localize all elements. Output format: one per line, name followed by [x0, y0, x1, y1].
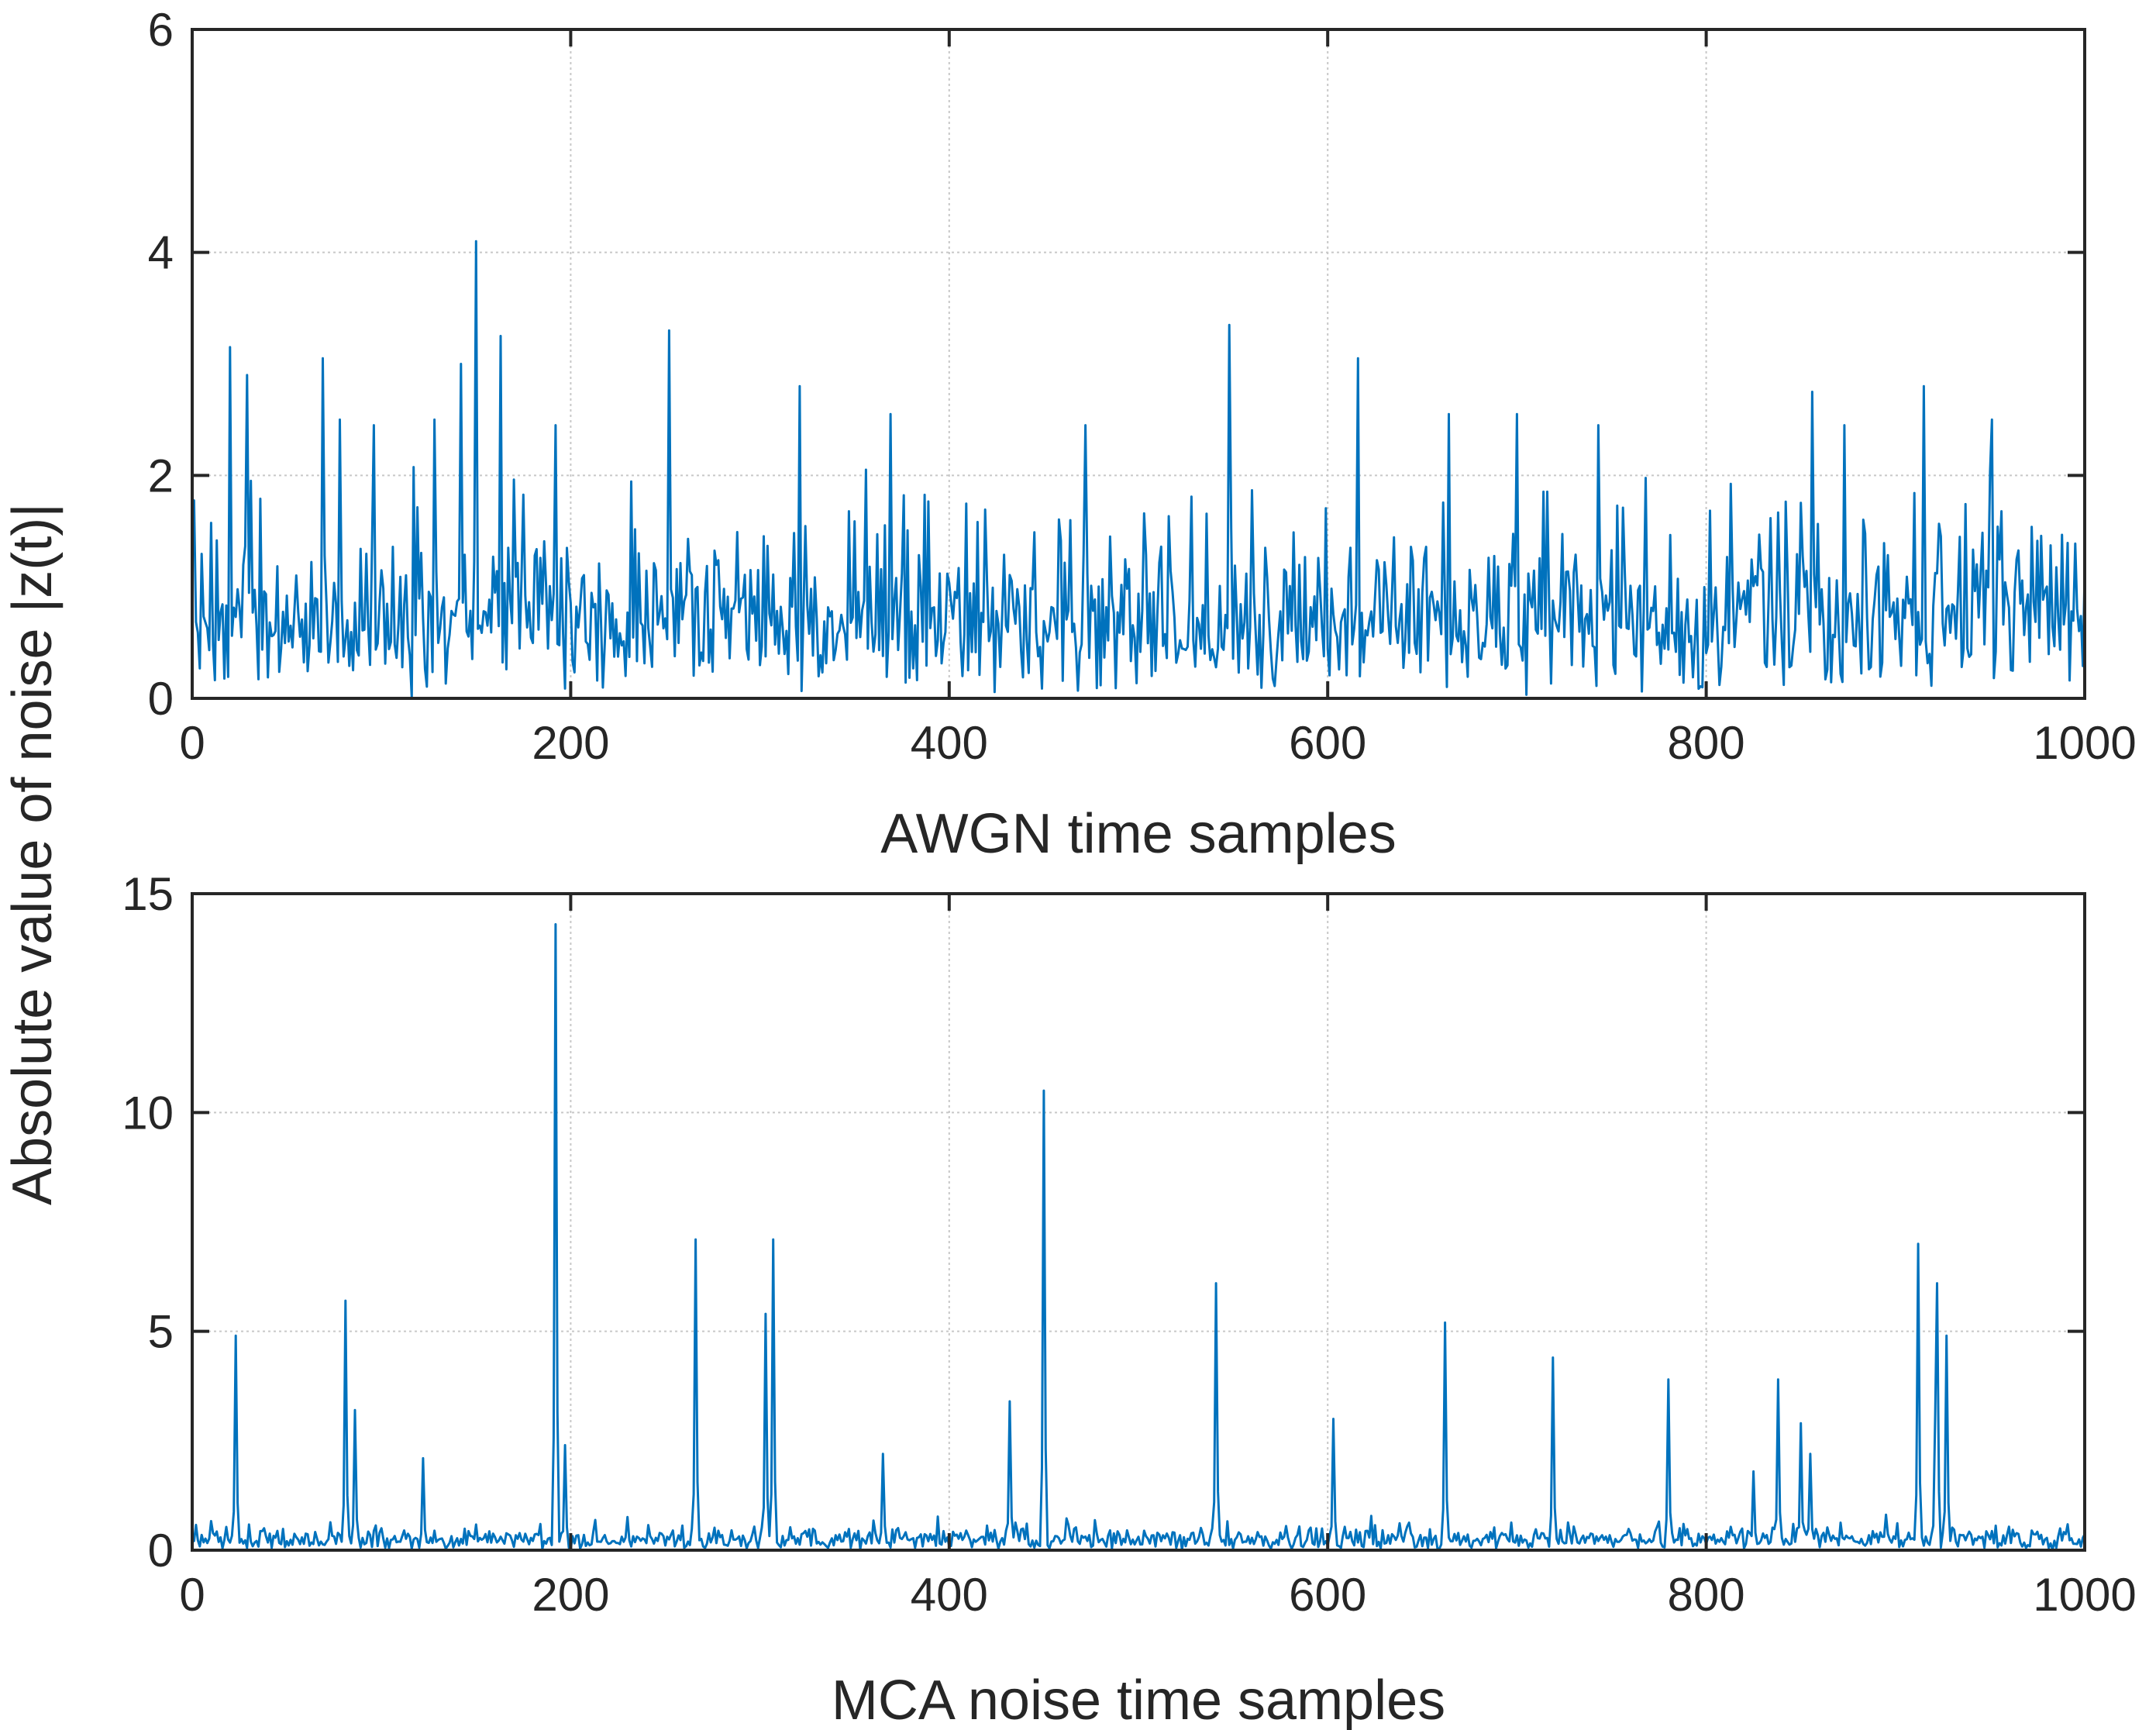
awgn-y-tick-labels: 0 2 4 6	[148, 4, 174, 725]
mca-y-tick-label-2: 10	[122, 1087, 174, 1139]
mca-axes-box	[191, 892, 2086, 1552]
awgn-chart: 0 200 400 600 800 1000 0 2 4 6 AWGN time samples	[148, 4, 2137, 865]
awgn-x-tick-labels: 0 200 400 600 800 1000	[179, 717, 2136, 769]
awgn-y-tick-label-1: 2	[148, 450, 174, 501]
mca-y-tick-labels: 0 5 10 15	[122, 868, 174, 1577]
awgn-x-tick-label-1: 200	[532, 717, 609, 769]
mca-x-tick-label-3: 600	[1289, 1569, 1366, 1621]
mca-y-tick-label-0: 0	[148, 1525, 174, 1577]
mca-y-tick-label-3: 15	[122, 868, 174, 920]
mca-x-tick-labels: 0 200 400 600 800 1000	[179, 1569, 2136, 1621]
mca-x-tick-label-2: 400	[911, 1569, 988, 1621]
mca-x-tick-label-1: 200	[532, 1569, 609, 1621]
shared-y-axis-title: Absolute value of noise |z(t)|	[2, 503, 64, 1205]
mca-x-tick-label-4: 800	[1668, 1569, 1745, 1621]
awgn-x-tick-label-3: 600	[1289, 717, 1366, 769]
awgn-x-tick-label-4: 800	[1668, 717, 1745, 769]
mca-chart: 0 200 400 600 800 1000 0 5 10 15 MCA noise time …	[122, 868, 2136, 1730]
mca-ticks	[191, 892, 2086, 1552]
awgn-x-tick-label-2: 400	[911, 717, 988, 769]
awgn-x-tick-label-5: 1000	[2033, 717, 2136, 769]
mca-grid	[192, 894, 2085, 1550]
awgn-x-tick-label-0: 0	[179, 717, 205, 769]
mca-x-axis-title: MCA noise time samples	[832, 1670, 1445, 1730]
awgn-grid	[192, 29, 2085, 698]
awgn-axes-box	[191, 28, 2086, 700]
awgn-y-tick-label-0: 0	[148, 673, 174, 725]
awgn-y-tick-label-2: 4	[148, 227, 174, 279]
mca-y-tick-label-1: 5	[148, 1306, 174, 1358]
awgn-ticks	[191, 28, 2086, 700]
mca-series-line	[191, 923, 2086, 1552]
mca-x-tick-label-5: 1000	[2033, 1569, 2136, 1621]
awgn-series-line	[191, 240, 2086, 699]
mca-x-tick-label-0: 0	[179, 1569, 205, 1621]
awgn-y-tick-label-3: 6	[148, 4, 174, 56]
awgn-x-axis-title: AWGN time samples	[880, 803, 1396, 865]
